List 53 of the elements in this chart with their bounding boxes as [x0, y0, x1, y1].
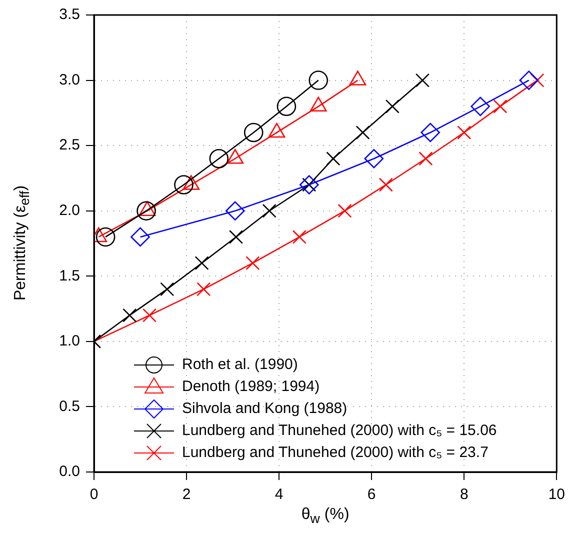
point — [530, 73, 544, 88]
point — [338, 204, 352, 218]
point — [122, 308, 137, 322]
y-tick-label: 1.5 — [59, 267, 80, 284]
y-tick-label: 0.5 — [59, 398, 80, 415]
point — [308, 70, 328, 90]
y-tick-label: 2.5 — [59, 136, 80, 154]
point — [96, 227, 116, 247]
point — [225, 201, 245, 221]
point — [246, 256, 260, 270]
point — [470, 96, 490, 116]
legend-label: Lundberg and Thunehed (2000) with c₅ = 23.7 — [182, 443, 488, 463]
y-tick-label: 3.5 — [59, 6, 80, 24]
legend-label: Denoth (1989; 1994) — [182, 377, 320, 397]
point — [136, 201, 156, 221]
y-tick-label: 0.0 — [59, 463, 80, 480]
legend-label: Lundberg and Thunehed (2000) with c₅ = 15.06 — [182, 421, 497, 441]
point — [415, 73, 430, 88]
point — [209, 148, 229, 168]
point — [244, 122, 264, 142]
point — [493, 99, 508, 114]
x-tick-label: 8 — [460, 486, 468, 504]
point — [194, 256, 209, 270]
point — [385, 99, 400, 114]
point — [130, 227, 150, 247]
point — [174, 175, 194, 194]
x-tick-label: 10 — [548, 486, 565, 504]
x-tick-label: 0 — [90, 486, 98, 504]
x-tick-label: 2 — [182, 486, 191, 504]
x-tick-label: 6 — [367, 486, 376, 504]
point — [420, 122, 440, 142]
point — [292, 230, 306, 244]
point — [299, 175, 319, 194]
point — [229, 230, 244, 244]
x-tick-label: 4 — [274, 486, 284, 504]
point — [457, 126, 472, 140]
point — [142, 308, 157, 322]
point — [160, 282, 174, 296]
legend-label: Sihvola and Kong (1988) — [182, 399, 348, 419]
point — [418, 152, 433, 166]
point — [356, 126, 370, 140]
point — [364, 148, 384, 168]
x-axis-title: θ$_{w}$ (%) — [301, 506, 350, 526]
legend-label: Roth et al. (1990) — [182, 355, 298, 375]
point — [326, 152, 340, 166]
y-tick-label: 3.0 — [59, 71, 80, 88]
point — [276, 96, 296, 116]
point — [262, 204, 276, 218]
point — [519, 70, 539, 90]
point — [378, 178, 393, 192]
y-tick-label: 2.0 — [59, 202, 80, 219]
y-tick-label: 1.0 — [59, 332, 80, 350]
point — [196, 282, 211, 296]
